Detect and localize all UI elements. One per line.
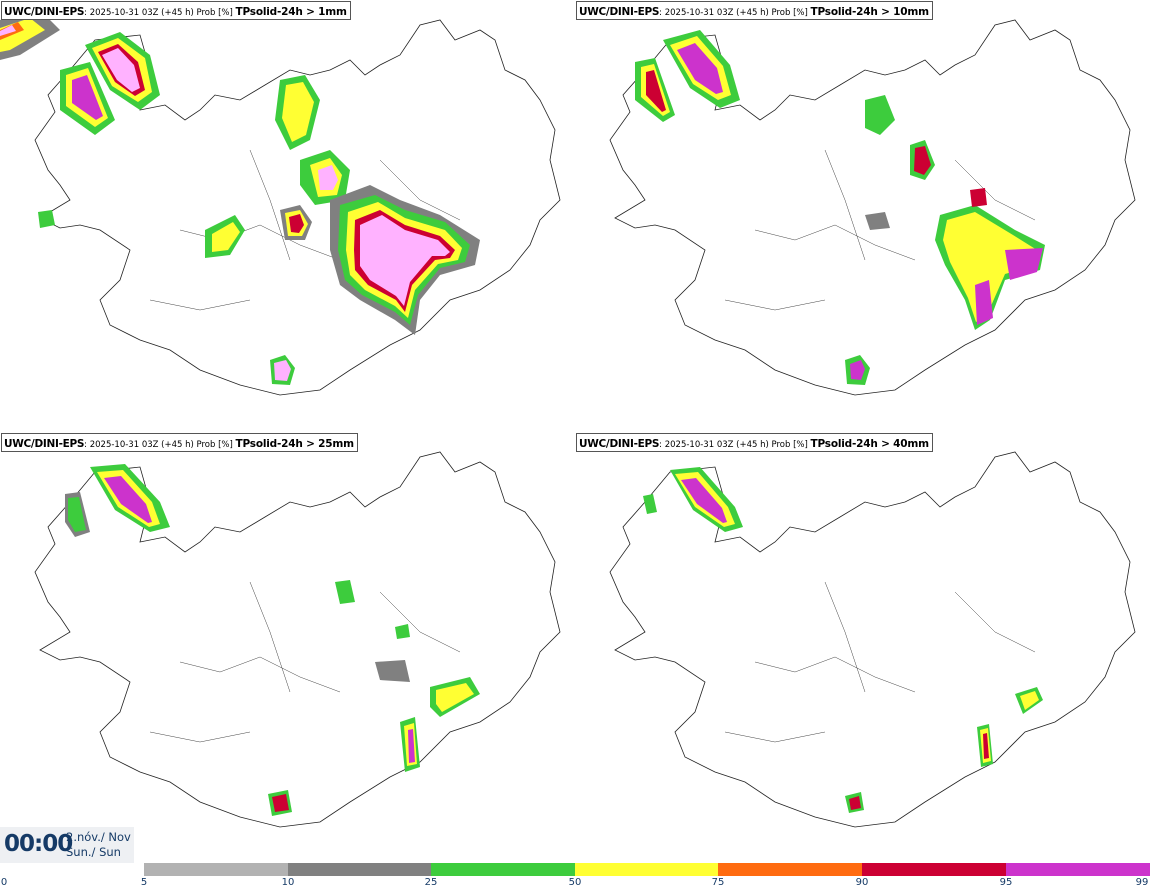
model-name: UWC/DINI-EPS: [4, 438, 85, 450]
panel-title: UWC/DINI-EPS: 2025-10-31 03Z (+45 h) Pro…: [1, 433, 358, 452]
colorbar-tick-25: 25: [424, 877, 438, 888]
run-info: : 2025-10-31 03Z (+45 h) Prob [%]: [659, 8, 811, 18]
colorbar-segment-50-75: [575, 863, 718, 876]
colorbar-segment-95-99: [1006, 863, 1150, 876]
colorbar-tick-95: 95: [999, 877, 1013, 888]
panel-title: UWC/DINI-EPS: 2025-10-31 03Z (+45 h) Pro…: [576, 1, 933, 20]
valid-date: 2.nóv./ Nov: [66, 830, 131, 844]
colorbar-tick-5: 5: [140, 877, 148, 888]
field-name: TPsolid-24h > 25mm: [235, 438, 355, 450]
iceland-map-25mm: [34, 451, 561, 828]
colorbar-segment-90-95: [862, 863, 1006, 876]
iceland-map-1mm: [0, 10, 561, 396]
iceland-map-40mm: [609, 451, 1136, 828]
colorbar-segment-75-90: [718, 863, 862, 876]
run-info: : 2025-10-31 03Z (+45 h) Prob [%]: [84, 8, 236, 18]
map-panel-40mm: UWC/DINI-EPS: 2025-10-31 03Z (+45 h) Pro…: [575, 432, 1150, 864]
field-name: TPsolid-24h > 40mm: [810, 438, 930, 450]
run-info: : 2025-10-31 03Z (+45 h) Prob [%]: [84, 440, 236, 450]
field-name: TPsolid-24h > 10mm: [810, 6, 930, 18]
run-info: : 2025-10-31 03Z (+45 h) Prob [%]: [659, 440, 811, 450]
map-panel-25mm: UWC/DINI-EPS: 2025-10-31 03Z (+45 h) Pro…: [0, 432, 575, 864]
model-name: UWC/DINI-EPS: [4, 6, 85, 18]
valid-time-box: 00:00 2.nóv./ Nov Sun./ Sun: [0, 827, 134, 863]
colorbar-segment-10-25: [288, 863, 431, 876]
colorbar-segment-5-10: [144, 863, 288, 876]
field-name: TPsolid-24h > 1mm: [235, 6, 347, 18]
model-name: UWC/DINI-EPS: [579, 6, 660, 18]
map-panel-1mm: UWC/DINI-EPS: 2025-10-31 03Z (+45 h) Pro…: [0, 0, 575, 432]
colorbar-tick-75: 75: [711, 877, 725, 888]
probability-colorbar: [144, 863, 1150, 876]
colorbar-tick-0: 0: [0, 877, 8, 888]
iceland-map-10mm: [609, 19, 1136, 396]
valid-day: Sun./ Sun: [66, 845, 121, 859]
map-panel-10mm: UWC/DINI-EPS: 2025-10-31 03Z (+45 h) Pro…: [575, 0, 1150, 432]
panel-title: UWC/DINI-EPS: 2025-10-31 03Z (+45 h) Pro…: [1, 1, 351, 20]
colorbar-tick-10: 10: [281, 877, 295, 888]
colorbar-tick-50: 50: [568, 877, 582, 888]
valid-time: 00:00: [4, 831, 73, 857]
model-name: UWC/DINI-EPS: [579, 438, 660, 450]
colorbar-segment-25-50: [431, 863, 575, 876]
panel-title: UWC/DINI-EPS: 2025-10-31 03Z (+45 h) Pro…: [576, 433, 933, 452]
colorbar-tick-90: 90: [855, 877, 869, 888]
colorbar-tick-99: 99: [1135, 877, 1149, 888]
